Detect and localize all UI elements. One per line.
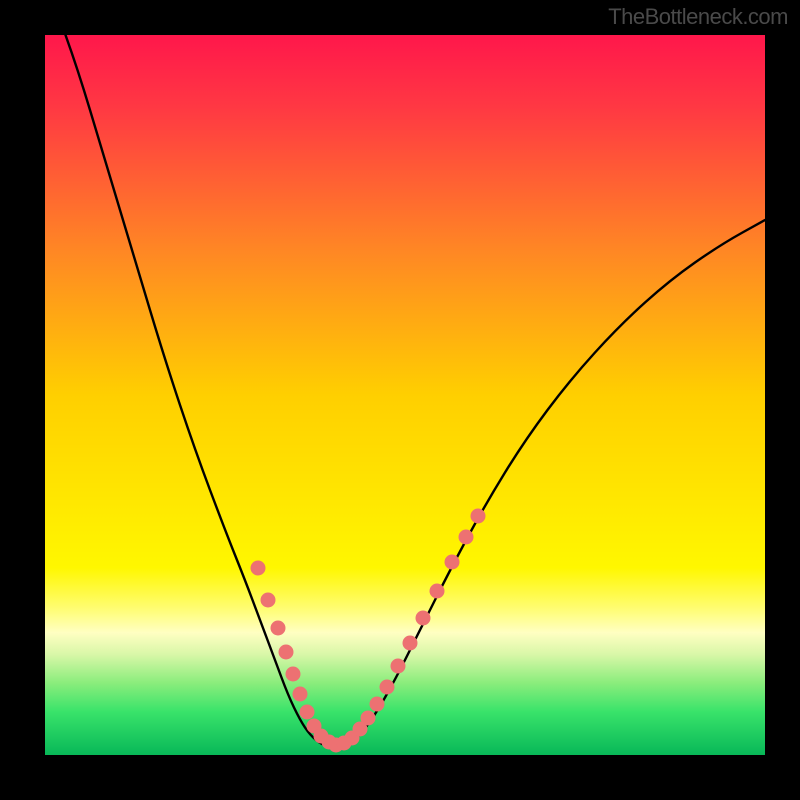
marker-dot <box>403 636 418 651</box>
chart-svg <box>0 0 800 800</box>
marker-dot <box>380 680 395 695</box>
marker-dot <box>300 705 315 720</box>
bottleneck-chart: TheBottleneck.com <box>0 0 800 800</box>
marker-dot <box>471 509 486 524</box>
marker-dot <box>391 659 406 674</box>
marker-dot <box>251 561 266 576</box>
marker-dot <box>430 584 445 599</box>
marker-dot <box>286 667 301 682</box>
marker-dot <box>361 711 376 726</box>
marker-dot <box>459 530 474 545</box>
marker-dot <box>370 697 385 712</box>
marker-dot <box>293 687 308 702</box>
marker-dot <box>261 593 276 608</box>
marker-dot <box>271 621 286 636</box>
watermark-text: TheBottleneck.com <box>608 4 788 30</box>
marker-dot <box>445 555 460 570</box>
marker-dot <box>279 645 294 660</box>
marker-dot <box>416 611 431 626</box>
